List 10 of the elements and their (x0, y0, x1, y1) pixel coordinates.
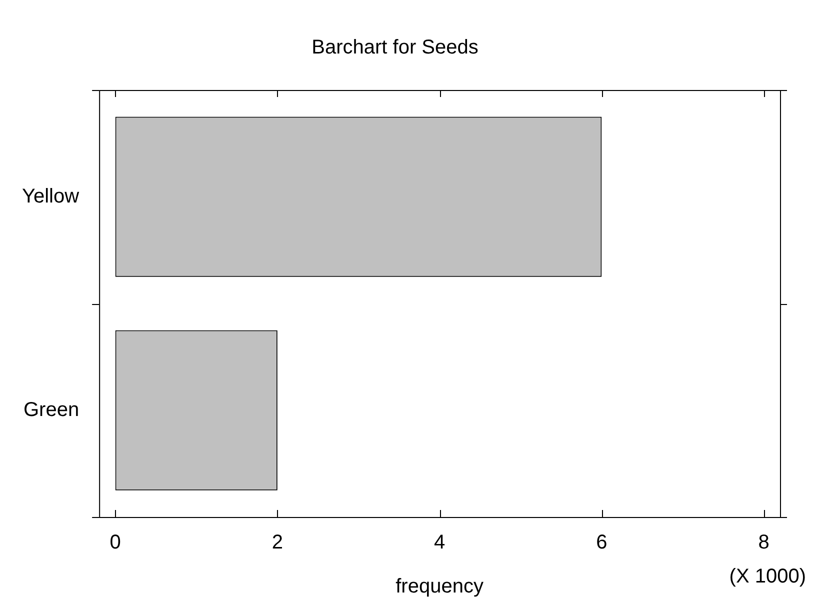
y-tick-label: Green (23, 398, 80, 421)
x-tick-label: 2 (272, 532, 283, 554)
chart-title: Barchart for Seeds (312, 36, 478, 59)
x-tick-label: 0 (110, 532, 121, 554)
x-tick-label: 8 (758, 532, 770, 554)
x-axis-title: frequency (396, 576, 484, 598)
x-tick-label: 4 (434, 532, 446, 554)
x-tick-label: 6 (596, 532, 608, 554)
text: (X 1000) (729, 566, 806, 588)
y-tick-label: Yellow (22, 185, 80, 208)
